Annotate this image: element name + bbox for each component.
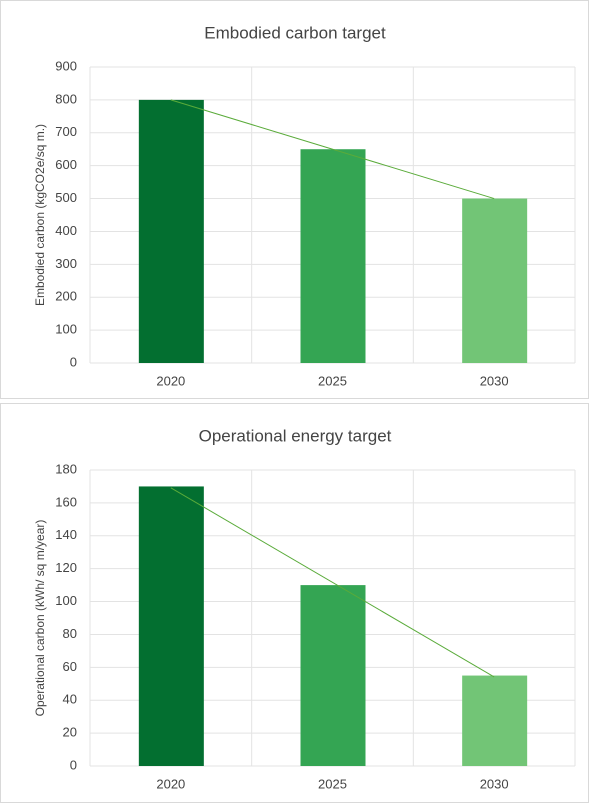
bar xyxy=(138,99,204,363)
x-tick-label: 2030 xyxy=(480,373,509,388)
y-tick-label: 80 xyxy=(63,626,77,641)
bar xyxy=(462,675,528,766)
y-tick-label: 100 xyxy=(55,322,77,337)
y-tick-label: 0 xyxy=(70,354,77,369)
x-tick-label: 2030 xyxy=(480,776,509,791)
trendline xyxy=(170,487,495,678)
y-tick-label: 40 xyxy=(63,692,77,707)
x-tick-label: 2025 xyxy=(318,776,347,791)
y-tick-label: 140 xyxy=(55,527,77,542)
y-tick-label: 600 xyxy=(55,157,77,172)
y-tick-label: 300 xyxy=(55,256,77,271)
y-tick-label: 120 xyxy=(55,560,77,575)
y-tick-label: 100 xyxy=(55,593,77,608)
chart-title: Operational energy target xyxy=(199,426,392,445)
y-tick-label: 20 xyxy=(63,725,77,740)
trendline xyxy=(170,99,495,200)
y-axis-title: Embodied carbon (kgCO2e/sq m.) xyxy=(33,124,47,306)
bar xyxy=(300,585,366,766)
bar xyxy=(462,198,528,363)
x-tick-label: 2025 xyxy=(318,373,347,388)
y-tick-label: 900 xyxy=(55,58,77,73)
x-tick-label: 2020 xyxy=(156,373,185,388)
y-tick-label: 60 xyxy=(63,659,77,674)
x-tick-label: 2020 xyxy=(156,776,185,791)
chart: Operational energy target Operational car… xyxy=(0,403,589,803)
chart-title: Embodied carbon target xyxy=(204,23,386,42)
y-tick-label: 200 xyxy=(55,289,77,304)
y-axis-title: Operational carbon (kWh/ sq m/year) xyxy=(33,520,47,717)
bar xyxy=(138,486,204,766)
chart: Embodied carbon target Embodied carbon (k… xyxy=(0,0,589,399)
y-tick-label: 180 xyxy=(55,461,77,476)
y-tick-label: 400 xyxy=(55,223,77,238)
bar xyxy=(300,149,366,363)
y-tick-label: 700 xyxy=(55,124,77,139)
y-tick-label: 160 xyxy=(55,494,77,509)
y-tick-label: 0 xyxy=(70,757,77,772)
y-tick-label: 800 xyxy=(55,91,77,106)
y-tick-label: 500 xyxy=(55,190,77,205)
